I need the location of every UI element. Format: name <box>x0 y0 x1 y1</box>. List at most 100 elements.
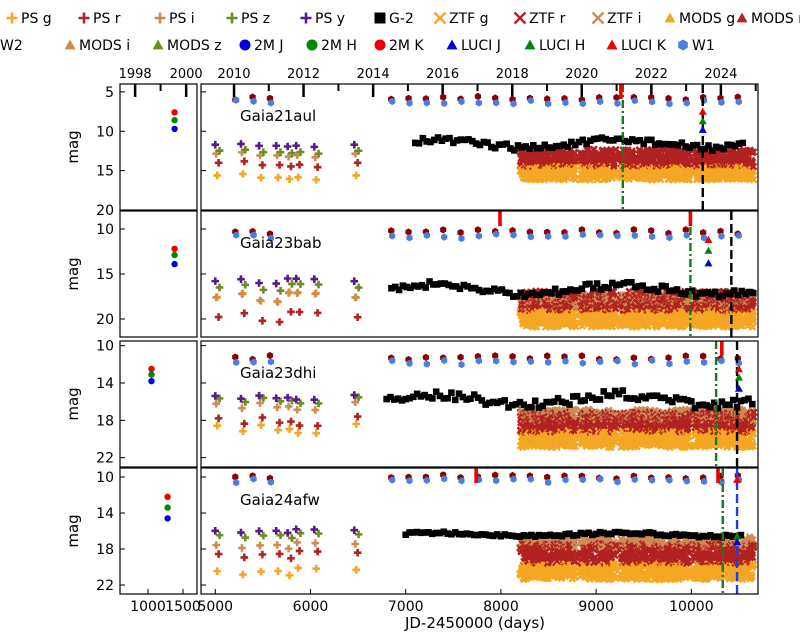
ps-r-point <box>313 421 322 430</box>
gaia-g-point <box>422 284 430 291</box>
w1-point <box>562 357 569 365</box>
w1-point <box>527 475 534 483</box>
ps-r-point <box>295 421 304 430</box>
w1-point <box>597 475 604 483</box>
gaia-g-point <box>659 140 667 148</box>
gaia-g-point <box>666 287 673 295</box>
ps-i-point <box>284 289 293 297</box>
gaia-g-point <box>715 293 723 301</box>
ps-y-point <box>350 277 359 286</box>
luci-j-point <box>704 259 713 267</box>
gaia-g-point <box>457 136 465 143</box>
gaia-g-point <box>691 404 699 412</box>
ztf-g-point <box>571 442 579 451</box>
gaia-g-point <box>502 289 509 296</box>
legend-label-ztf-i: ZTF i <box>607 11 642 27</box>
gaia-g-point <box>522 143 529 150</box>
w2-point <box>682 226 689 234</box>
gaia-g-point <box>445 281 452 289</box>
gaia-g-point <box>672 394 680 401</box>
legend-label-luci-h: LUCI H <box>539 38 585 54</box>
year-axis: 1998 2000 2010 2012 2014 2016 2018 2020 2022 2024 <box>119 67 757 97</box>
legend-label-mods-z: MODS z <box>167 38 222 54</box>
w1-point <box>666 234 673 242</box>
gaia-g-point <box>587 137 594 144</box>
gaia-g-point <box>535 404 543 411</box>
gaia-g-point <box>680 395 688 403</box>
gaia-g-point <box>506 289 513 297</box>
ps-z-point <box>215 394 224 403</box>
ps-g-point <box>312 176 321 184</box>
ps-r-point <box>258 413 267 422</box>
ps-y-point <box>350 391 359 399</box>
w1-point <box>683 231 690 239</box>
w2-point <box>578 352 585 360</box>
gaia-g-point <box>442 135 449 142</box>
w1-point <box>718 98 725 106</box>
w1-point <box>562 476 569 484</box>
ps-i-point <box>256 296 264 305</box>
legend-marker-ps-i <box>154 12 166 24</box>
w1-point <box>510 475 517 483</box>
twomass-h-point <box>171 117 178 124</box>
w1-point <box>701 358 708 366</box>
gaia-g-point <box>707 403 714 411</box>
ps-y-point <box>211 392 220 400</box>
ps-r-point <box>287 417 295 426</box>
w1-point <box>389 357 396 365</box>
gaia-g-point <box>487 287 494 295</box>
w2-point <box>648 227 655 235</box>
ztf-g-point <box>749 175 758 184</box>
gaia-g-point <box>456 285 464 293</box>
gaia-g-point <box>516 398 524 406</box>
gaia-g-point <box>742 290 749 298</box>
gaia-g-point <box>719 292 727 300</box>
gaia-g-point <box>545 144 552 151</box>
gaia-g-point <box>731 142 739 150</box>
gaia-g-point <box>673 286 681 293</box>
gaia-g-point <box>734 291 742 299</box>
legend-marker-w1 <box>678 39 688 51</box>
gaia-g-point <box>403 283 410 291</box>
w2-point <box>682 352 689 360</box>
ps-r-point <box>275 161 284 169</box>
gaia-g-point <box>720 145 728 153</box>
gaia-g-point <box>596 396 604 403</box>
ps-z-point <box>259 148 268 157</box>
gaia-g-point <box>529 289 536 297</box>
gaia-g-point <box>417 393 425 400</box>
legend-marker-ps-r <box>78 12 90 24</box>
gaia-g-point <box>399 282 407 289</box>
w1-point <box>423 360 430 368</box>
ps-g-point <box>285 175 294 183</box>
w1-point <box>579 359 586 367</box>
gaia-g-point <box>465 136 472 143</box>
outburst-marker-0 <box>498 211 502 226</box>
gaia-g-point <box>697 145 705 153</box>
gaia-g-point <box>654 288 662 295</box>
ps-r-point <box>313 163 322 172</box>
y-tick-label: 20 <box>96 312 114 328</box>
ps-g-point <box>352 420 360 428</box>
ps-z-point <box>276 397 285 406</box>
ps-z-point <box>296 148 305 156</box>
twomass-j-point <box>171 260 178 268</box>
gaia-g-point <box>436 392 444 400</box>
legend-marker-luci-k <box>606 39 618 50</box>
ztf-r-point <box>749 148 758 156</box>
w1-point <box>649 233 656 241</box>
gaia-g-point <box>669 398 676 406</box>
gaia-g-point <box>391 283 399 291</box>
w1-point <box>579 476 586 484</box>
gaia-g-point <box>552 142 560 150</box>
y-tick-label: 20 <box>96 203 114 219</box>
w2-point <box>665 94 672 102</box>
gaia-g-point <box>609 137 617 144</box>
ps-z-point <box>288 280 296 288</box>
ps-z-point <box>354 283 363 292</box>
w1-point <box>545 232 552 240</box>
gaia-g-point <box>524 404 531 411</box>
gaia-g-point <box>616 281 624 288</box>
gaia-g-point <box>533 144 541 152</box>
gaia-g-point <box>708 147 716 154</box>
